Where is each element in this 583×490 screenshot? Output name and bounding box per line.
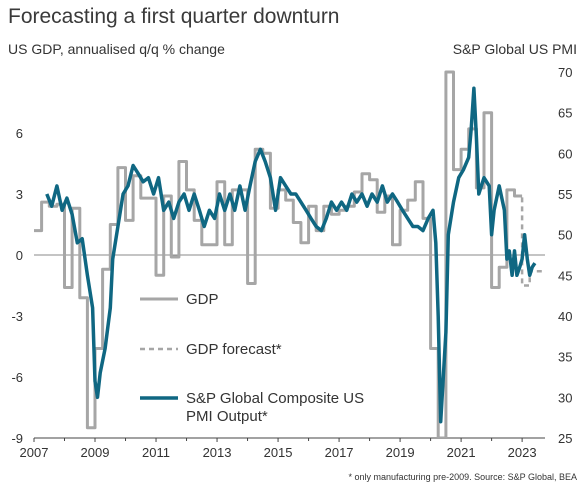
right-axis-title: S&P Global US PMI <box>452 41 577 57</box>
x-tick-label: 2009 <box>81 445 110 460</box>
legend-pmi-label-line1: S&P Global Composite US <box>186 390 364 407</box>
y-left-tick-label: 6 <box>16 126 23 141</box>
x-tick-label: 2007 <box>20 445 49 460</box>
y-left-tick-label: -6 <box>11 370 23 385</box>
y-right-tick-label: 45 <box>558 268 572 283</box>
x-tick-label: 2017 <box>325 445 354 460</box>
y-right-tick-label: 30 <box>558 390 572 405</box>
gdp-forecast-series-line <box>514 194 545 287</box>
y-right-tick-label: 60 <box>558 146 572 161</box>
gdp-series-line <box>34 70 523 438</box>
x-tick-label: 2013 <box>203 445 232 460</box>
chart-legend: GDP GDP forecast* S&P Global Composite USP… <box>140 291 364 425</box>
source-footnote: * only manufacturing pre-2009. Source: S… <box>348 472 577 482</box>
legend-gdp-label: GDP <box>186 291 219 308</box>
y-left-tick-label: 0 <box>16 248 23 263</box>
x-tick-label: 2019 <box>386 445 415 460</box>
x-tick-label: 2015 <box>264 445 293 460</box>
left-axis-title: US GDP, annualised q/q % change <box>8 41 225 57</box>
chart-series <box>34 70 545 438</box>
chart-axes: 2007 2009 2011 2013 2015 2017 2019 2021 2023 -9 -6… <box>11 65 572 460</box>
y-left-tick-label: -3 <box>11 309 23 324</box>
x-tick-label: 2011 <box>142 445 170 460</box>
pmi-series-line <box>45 86 537 424</box>
x-tick-label: 2021 <box>447 445 476 460</box>
x-tick-label: 2023 <box>508 445 537 460</box>
chart-title: Forecasting a first quarter downturn <box>8 5 340 28</box>
y-right-tick-label: 55 <box>558 187 572 202</box>
y-right-tick-label: 40 <box>558 309 572 324</box>
y-left-tick-label: 3 <box>16 187 23 202</box>
y-right-tick-label: 25 <box>558 431 572 446</box>
legend-pmi-label-line2: PMI Output* <box>186 408 268 425</box>
y-right-tick-label: 70 <box>558 65 572 80</box>
y-left-tick-label: -9 <box>11 431 23 446</box>
y-right-tick-label: 65 <box>558 106 572 121</box>
legend-forecast-label: GDP forecast* <box>186 341 282 358</box>
y-right-tick-label: 35 <box>558 350 572 365</box>
y-right-tick-label: 50 <box>558 228 572 243</box>
